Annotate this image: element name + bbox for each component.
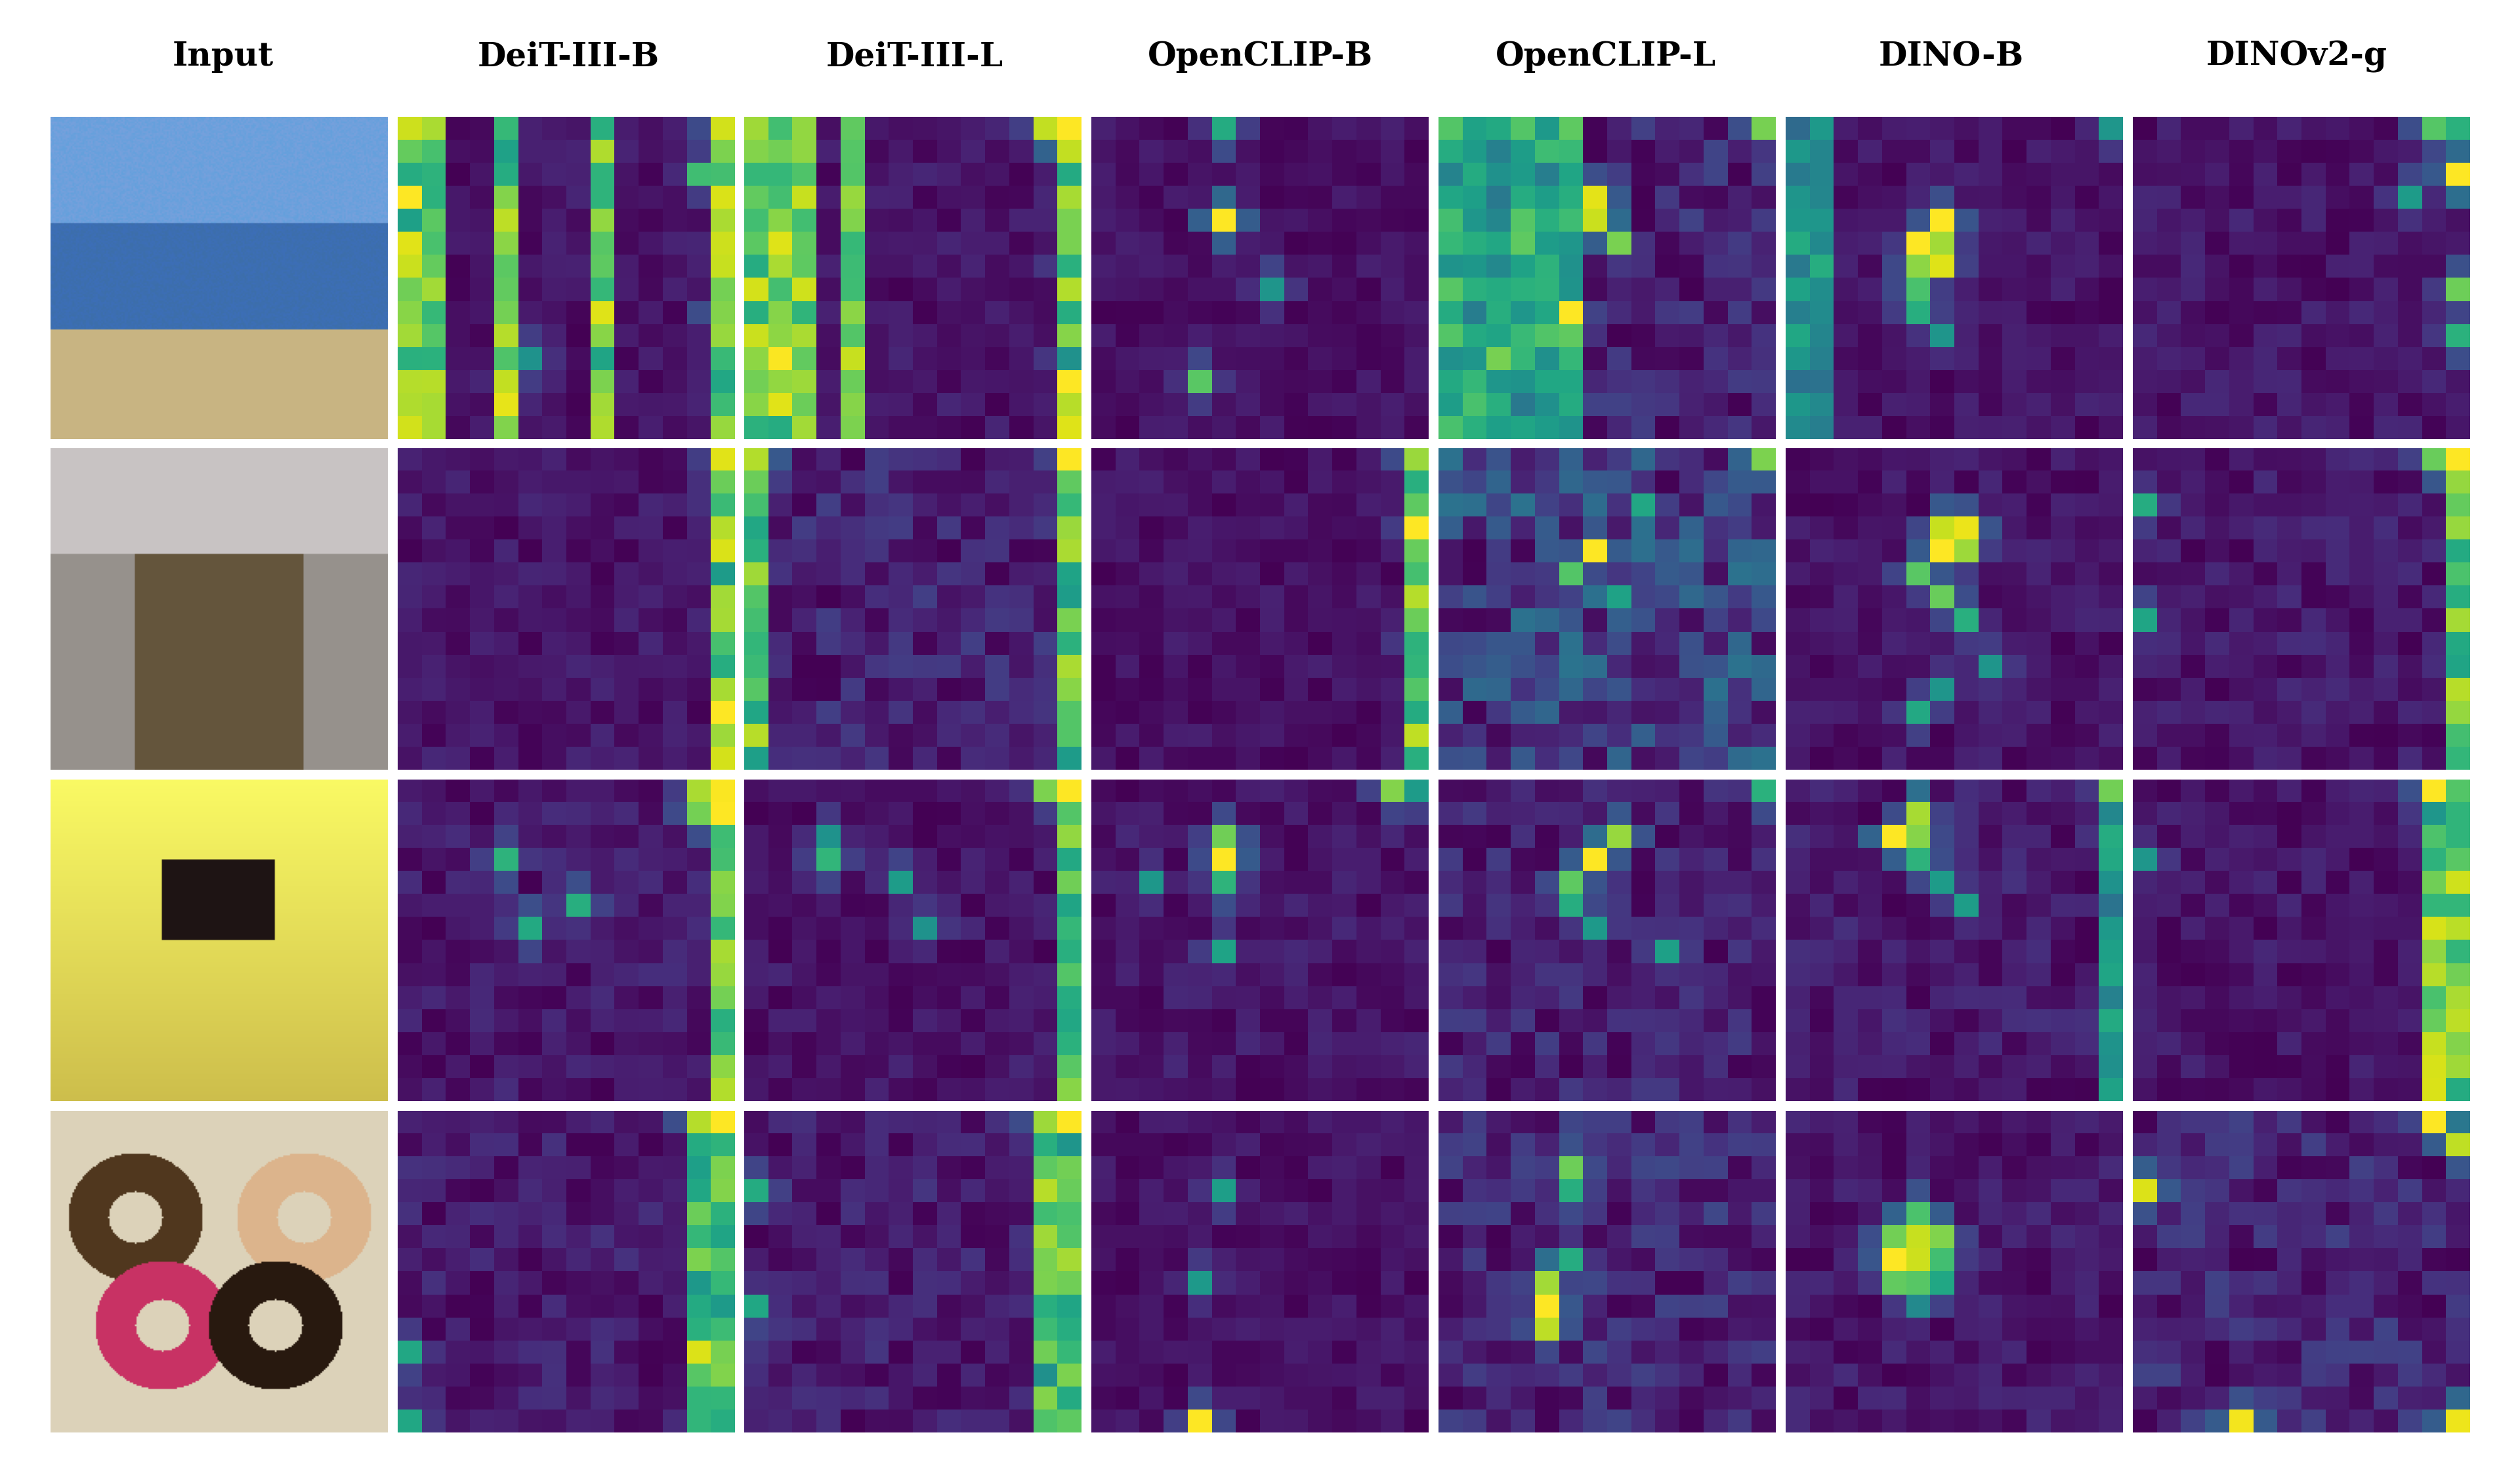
Text: DeiT-III-B: DeiT-III-B	[479, 41, 660, 73]
Text: DINOv2-g: DINOv2-g	[2208, 41, 2386, 73]
Text: DeiT-III-L: DeiT-III-L	[827, 41, 1003, 73]
Text: OpenCLIP-B: OpenCLIP-B	[1147, 41, 1373, 73]
Text: OpenCLIP-L: OpenCLIP-L	[1494, 41, 1716, 73]
Text: DINO-B: DINO-B	[1877, 41, 2024, 73]
Text: Input: Input	[171, 41, 275, 73]
